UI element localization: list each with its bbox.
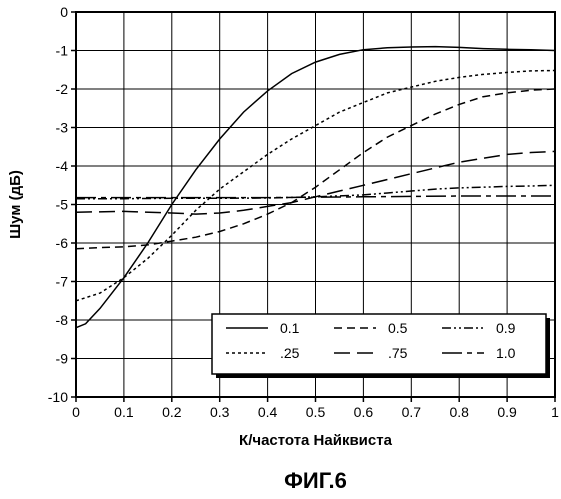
legend-label: 0.9 [496, 320, 516, 336]
y-tick-label: -7 [56, 274, 69, 290]
x-tick-label: 1 [551, 404, 559, 420]
y-tick-label: -10 [48, 389, 68, 405]
y-tick-label: -8 [56, 312, 69, 328]
y-tick-label: -2 [56, 81, 69, 97]
legend-label: 0.5 [388, 320, 408, 336]
y-tick-label: -5 [56, 197, 69, 213]
x-tick-label: 0.7 [402, 404, 422, 420]
x-axis-label: К/частота Найквиста [239, 432, 393, 449]
x-tick-label: 0.9 [497, 404, 517, 420]
x-tick-label: 0.2 [162, 404, 182, 420]
x-tick-label: 0.8 [449, 404, 469, 420]
legend-label: 1.0 [496, 345, 516, 361]
x-tick-label: 0.1 [114, 404, 134, 420]
x-tick-label: 0.3 [210, 404, 230, 420]
x-tick-label: 0 [72, 404, 80, 420]
x-tick-label: 0.4 [258, 404, 278, 420]
legend-label: 0.1 [280, 320, 300, 336]
x-tick-label: 0.5 [306, 404, 326, 420]
y-tick-label: -6 [56, 235, 69, 251]
y-tick-label: -4 [56, 158, 69, 174]
y-tick-label: 0 [60, 4, 68, 20]
figure-caption: ФИГ.6 [284, 468, 347, 493]
legend: 0.1 .25 0.5 .75 0.9 1.0 [212, 314, 550, 378]
x-tick-label: 0.6 [354, 404, 374, 420]
y-tick-label: -1 [56, 43, 69, 59]
y-axis-label: Шум (дБ) [7, 170, 24, 239]
y-tick-label: -9 [56, 351, 69, 367]
legend-label: .75 [388, 345, 408, 361]
y-tick-label: -3 [56, 120, 69, 136]
legend-label: .25 [280, 345, 300, 361]
